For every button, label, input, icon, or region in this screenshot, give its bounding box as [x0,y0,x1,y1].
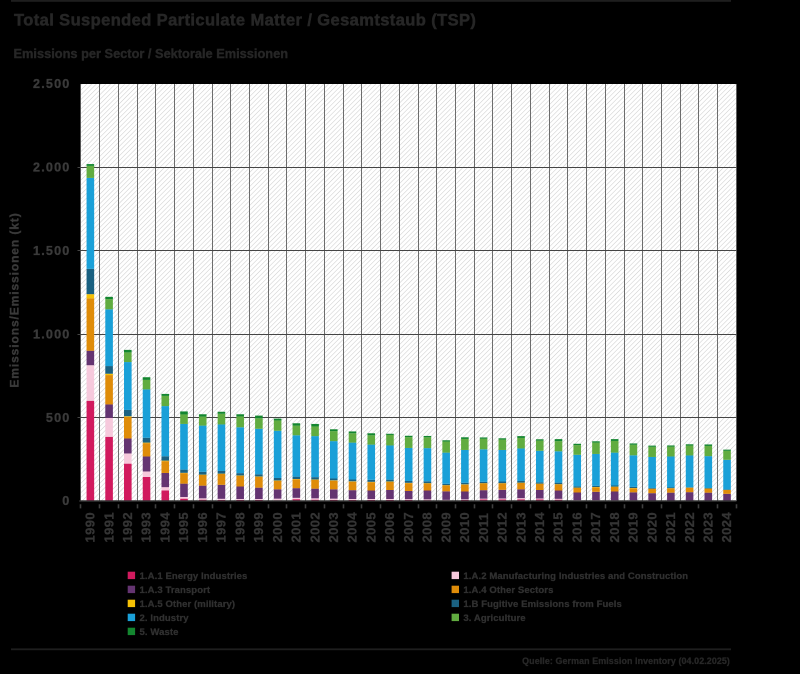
svg-text:2015: 2015 [551,512,566,543]
svg-text:1992: 1992 [120,512,135,543]
svg-text:2021: 2021 [663,512,678,543]
svg-text:2002: 2002 [307,512,322,543]
svg-text:2023: 2023 [701,512,716,543]
svg-text:2018: 2018 [607,512,622,543]
svg-text:Total Suspended Particulate Ma: Total Suspended Particulate Matter / Ges… [14,12,476,30]
svg-text:2. Industry: 2. Industry [140,613,190,624]
svg-text:1999: 1999 [251,512,266,543]
svg-text:1.A.5 Other (military): 1.A.5 Other (military) [140,599,236,610]
svg-text:2005: 2005 [363,512,378,543]
svg-text:1.B Fugitive Emissions from Fu: 1.B Fugitive Emissions from Fuels [463,599,622,610]
svg-text:1990: 1990 [83,512,98,543]
svg-text:2004: 2004 [345,512,360,543]
svg-text:2019: 2019 [626,512,641,543]
svg-text:1994: 1994 [157,512,172,543]
svg-text:2.000: 2.000 [33,161,71,175]
svg-text:1997: 1997 [214,512,229,543]
svg-text:1993: 1993 [139,512,154,543]
svg-text:1.500: 1.500 [33,244,71,258]
svg-text:2017: 2017 [588,512,603,543]
svg-text:500: 500 [46,411,71,425]
svg-text:2007: 2007 [401,512,416,543]
svg-text:2009: 2009 [438,512,453,543]
svg-text:2006: 2006 [382,512,397,543]
svg-text:2011: 2011 [476,513,491,543]
svg-text:3. Agriculture: 3. Agriculture [463,613,525,624]
svg-text:2012: 2012 [495,512,510,543]
svg-text:1.A.2 Manufacturing Industries: 1.A.2 Manufacturing Industries and Const… [463,571,688,582]
svg-text:2008: 2008 [420,512,435,543]
svg-text:0: 0 [62,494,70,508]
svg-text:2001: 2001 [289,512,304,543]
svg-text:2.500: 2.500 [33,77,71,91]
svg-text:2003: 2003 [326,512,341,543]
svg-text:1995: 1995 [176,512,191,543]
svg-text:1.A.1 Energy Industries: 1.A.1 Energy Industries [140,571,248,582]
svg-text:5. Waste: 5. Waste [140,627,179,638]
svg-text:1.A.3 Transport: 1.A.3 Transport [140,585,211,596]
svg-text:1996: 1996 [195,512,210,543]
svg-text:Quelle: German Emission Invent: Quelle: German Emission Inventory (04.02… [522,656,730,666]
svg-text:2016: 2016 [569,512,584,543]
svg-text:Emissions/Emissionen (kt): Emissions/Emissionen (kt) [8,212,22,387]
svg-text:2000: 2000 [270,512,285,543]
svg-text:2022: 2022 [682,512,697,543]
svg-text:2013: 2013 [513,512,528,543]
svg-text:1998: 1998 [232,512,247,543]
svg-text:Emissions per Sector / Sektora: Emissions per Sector / Sektorale Emissio… [14,46,289,61]
svg-text:1991: 1991 [101,512,116,543]
svg-text:2020: 2020 [644,512,659,543]
svg-text:1.000: 1.000 [33,327,71,341]
svg-text:2024: 2024 [719,512,734,543]
svg-text:1.A.4 Other Sectors: 1.A.4 Other Sectors [463,585,553,596]
svg-text:2014: 2014 [532,512,547,543]
svg-text:2010: 2010 [457,512,472,543]
